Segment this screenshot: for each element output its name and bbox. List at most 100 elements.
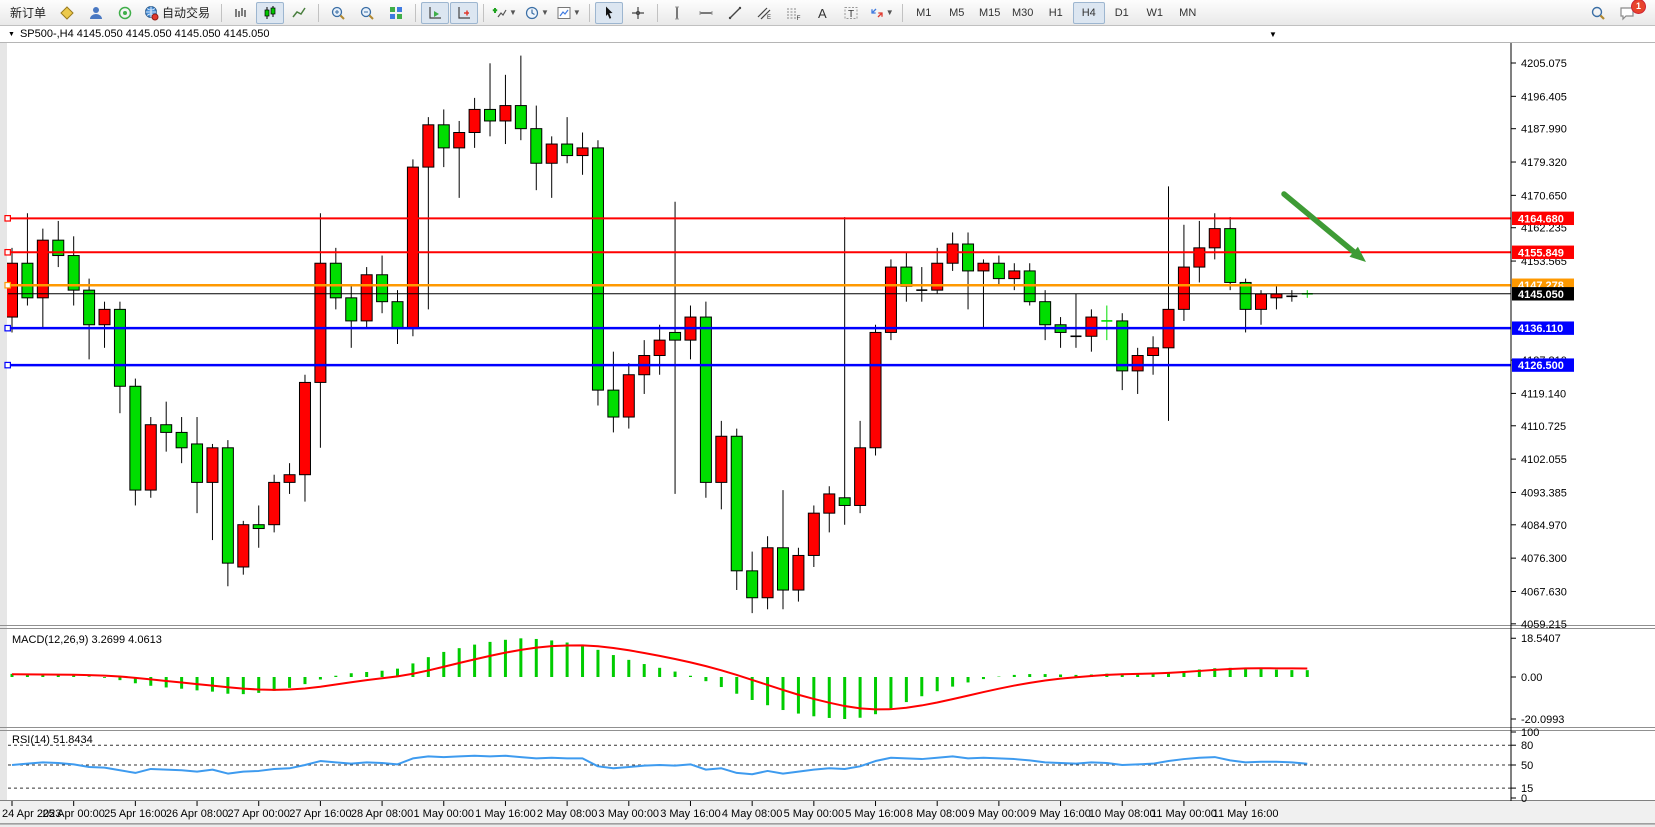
candle-body (283, 474, 296, 483)
macd-scale-label: -20.0993 (1521, 714, 1564, 726)
candle-body (468, 108, 481, 133)
new-order-button-label: 新订单 (10, 6, 47, 20)
candle-body (1239, 281, 1252, 310)
vertical-line-button[interactable] (663, 2, 691, 24)
status-strip (0, 824, 1655, 827)
candle-body (52, 239, 65, 257)
signals-icon[interactable] (111, 2, 139, 24)
timeframe-button-mn[interactable]: MN (1179, 6, 1197, 19)
chart-canvas[interactable]: MACD(12,26,9) 3.2699 4.0613 RSI(14) 51.84… (0, 43, 1655, 824)
timeframe-button-w1[interactable]: W1 (1146, 6, 1163, 19)
candle-body (314, 262, 327, 383)
toolbar-separator (901, 3, 903, 22)
text-button[interactable]: A (808, 2, 836, 24)
candle-body (823, 493, 836, 514)
candle-body (1039, 301, 1052, 326)
price-tick-label: 4084.970 (1521, 520, 1567, 532)
candle-body (576, 147, 589, 157)
new-order-button[interactable]: 新订单 (4, 2, 52, 24)
equidistant-channel-button[interactable]: E (750, 2, 778, 24)
zoom-in-button[interactable] (324, 2, 352, 24)
price-tick-label: 4076.300 (1521, 553, 1567, 565)
zoom-out-button-icon (359, 5, 375, 21)
history-center-icon[interactable] (53, 2, 81, 24)
search-button[interactable] (1584, 2, 1612, 24)
candle-body (946, 243, 959, 264)
history-center-icon-icon (59, 5, 75, 21)
candle-body (545, 143, 558, 164)
time-tick-label: 5 May 16:00 (845, 808, 906, 820)
auto-scroll-button[interactable] (421, 1, 450, 24)
candle-body (437, 124, 450, 149)
level-handle[interactable] (4, 361, 12, 369)
macd-scale-label: 0.00 (1521, 672, 1542, 684)
price-tick-label: 4170.650 (1521, 190, 1567, 202)
candle-body (730, 435, 743, 572)
autotrading-button-label: 自动交易 (162, 6, 211, 20)
timeframe-button-m30[interactable]: M30 (1012, 6, 1034, 19)
price-badge-label: 4145.050 (1518, 289, 1564, 301)
timeframe-button-m15[interactable]: M15 (979, 6, 1001, 19)
fibonacci-button[interactable]: F (779, 2, 807, 24)
candle-body (777, 547, 789, 591)
level-handle[interactable] (4, 324, 12, 332)
arrows-button[interactable]: ▼ (866, 2, 897, 24)
candlestick-chart-button-icon (262, 5, 278, 21)
timeframe-button-m1[interactable]: M1 (916, 6, 932, 19)
svg-text:T: T (848, 9, 854, 20)
time-tick-label: 8 May 08:00 (907, 808, 968, 820)
level-handle[interactable] (4, 281, 12, 289)
candle-body (237, 524, 250, 568)
candle-body (1085, 316, 1098, 337)
timeframe-button-d1[interactable]: D1 (1114, 6, 1129, 19)
candle-body (854, 447, 867, 506)
timeframe-button-m5[interactable]: M5 (949, 6, 965, 19)
arrow-head-icon (1349, 246, 1366, 262)
price-tick-label: 4187.990 (1521, 124, 1567, 136)
chart-menu-icon[interactable]: ▼ (8, 30, 15, 38)
signals-icon-icon (117, 5, 133, 21)
price-tick-label: 4059.215 (1521, 619, 1567, 631)
tile-windows-button[interactable] (382, 2, 410, 24)
indicators-button[interactable]: ▼ (489, 2, 520, 24)
zoom-out-button[interactable] (353, 2, 381, 24)
autotrading-button[interactable]: 自动交易 (140, 2, 216, 24)
periods-button[interactable]: ▼ (521, 2, 552, 24)
candle-body (622, 374, 635, 418)
candle-body (514, 105, 527, 130)
candle-body (36, 239, 49, 299)
timeframe-button-h4[interactable]: H4 (1072, 1, 1105, 24)
notifications-button[interactable]: 1 (1613, 0, 1646, 24)
cursor-button[interactable] (594, 1, 623, 24)
candles-layer (7, 55, 1313, 614)
templates-button[interactable]: ▼ (553, 2, 584, 24)
fibonacci-button-icon: F (785, 5, 801, 21)
text-label-button[interactable]: T (837, 2, 865, 24)
candle-body (268, 481, 281, 526)
crosshair-button[interactable] (624, 2, 652, 24)
level-handle[interactable] (4, 248, 12, 256)
chart-shift-marker-icon[interactable]: ▼ (1269, 30, 1277, 39)
candlestick-chart-button[interactable] (256, 1, 285, 24)
bar-chart-button[interactable] (227, 2, 255, 24)
chevron-down-icon: ▼ (572, 8, 581, 17)
line-chart-button[interactable] (285, 2, 313, 24)
horizontal-line-button[interactable] (692, 2, 720, 24)
candle-body (191, 443, 204, 483)
chart-shift-button[interactable] (450, 1, 479, 24)
price-badge-label: 4136.110 (1518, 323, 1563, 335)
candle-body (699, 316, 712, 483)
candle-body (746, 570, 759, 599)
price-axis[interactable]: 4205.075 4196.405 4187.990 4179.320 4170.650… (1511, 58, 1574, 805)
level-handle[interactable] (4, 215, 12, 222)
time-tick-label: 2 May 08:00 (537, 808, 598, 820)
timeframe-button-h1[interactable]: H1 (1048, 6, 1063, 19)
arrow-annotation[interactable] (1281, 191, 1366, 262)
profile-icon[interactable] (82, 2, 110, 24)
time-tick-label: 27 Apr 16:00 (289, 808, 351, 820)
trendline-button[interactable] (721, 2, 749, 24)
candle-body (345, 297, 358, 322)
time-tick-label: 1 May 16:00 (475, 808, 536, 820)
candle-body (807, 512, 820, 556)
